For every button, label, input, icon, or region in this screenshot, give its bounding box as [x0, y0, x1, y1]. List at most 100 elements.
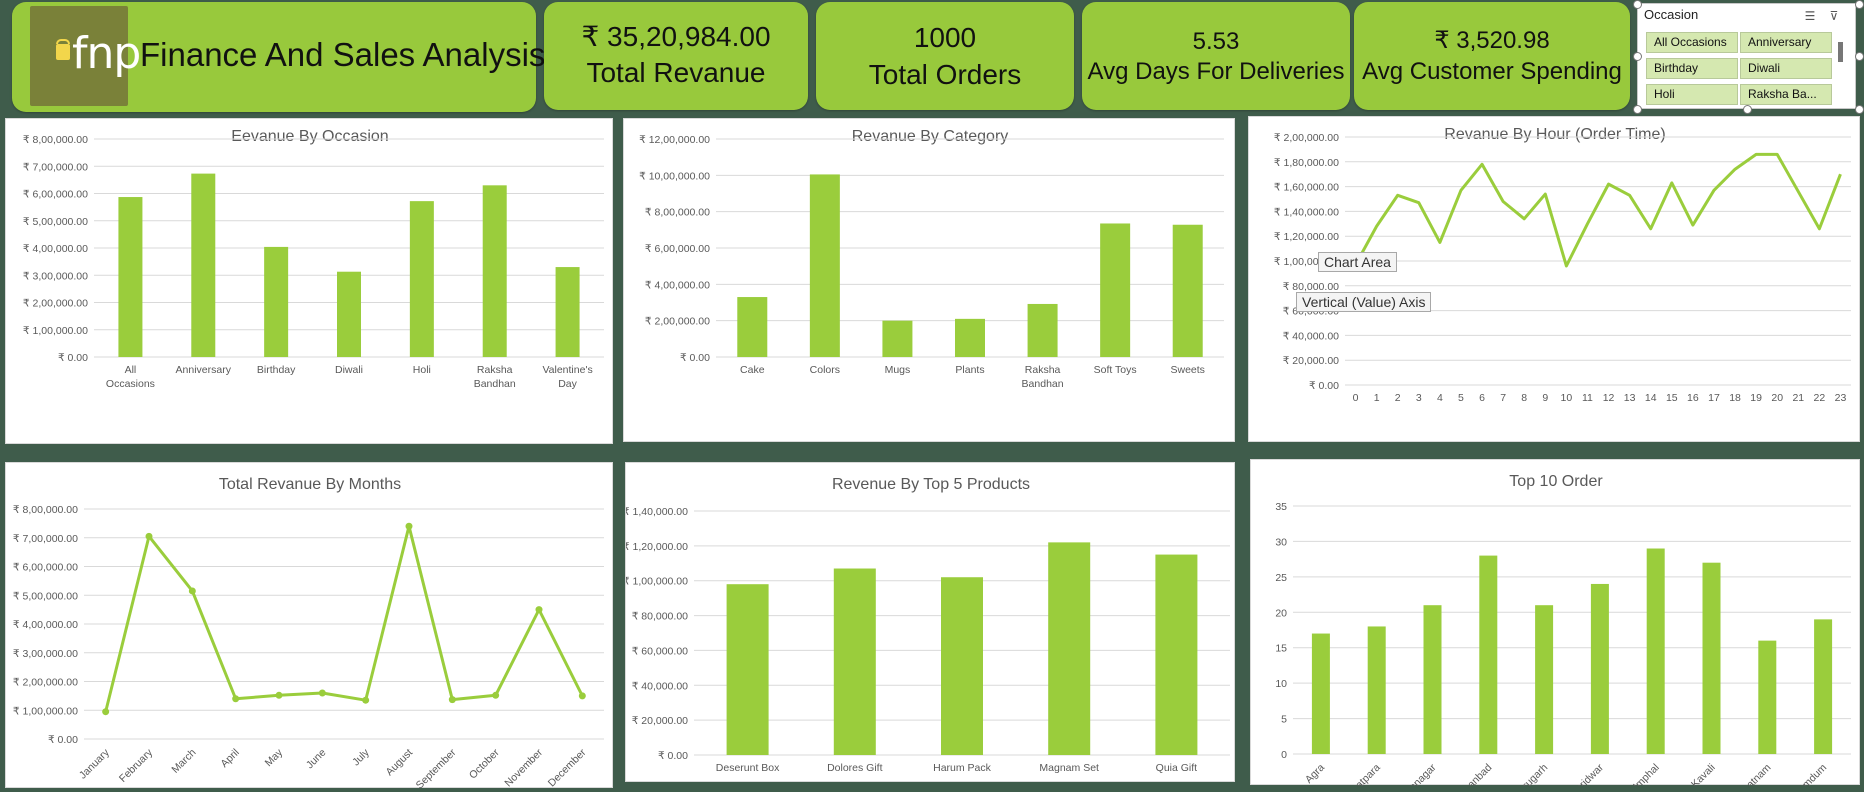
x-tick-label: Valentine's Day	[542, 364, 592, 390]
resize-handle[interactable]	[1855, 0, 1864, 9]
resize-handle[interactable]	[1633, 0, 1642, 9]
slicer-item-birthday[interactable]: Birthday	[1646, 58, 1738, 79]
x-tick-label: Cake	[740, 364, 765, 376]
multiselect-icon[interactable]: ☰	[1804, 9, 1816, 23]
y-tick-label: ₹ 1,00,000.00	[13, 705, 78, 717]
y-tick-label: ₹ 20,000.00	[632, 715, 688, 727]
x-tick-label: 2	[1395, 392, 1401, 404]
bar	[264, 246, 289, 357]
slicer-item-diwali[interactable]: Diwali	[1740, 58, 1832, 79]
chart-title: Revenue By Top 5 Products	[832, 476, 1030, 493]
x-tick-label: 4	[1437, 392, 1443, 404]
bar	[1535, 605, 1554, 754]
x-tick-label: Bhatpara	[1344, 762, 1383, 786]
chart-revenue-by-occasion[interactable]: Eevanue By Occasion ₹ 0.00 ₹ 1,00,000.00 ₹ …	[5, 118, 613, 444]
y-tick-label: 35	[1275, 501, 1287, 513]
series-line	[104, 524, 584, 713]
x-tick-label: All Occasions	[106, 364, 155, 390]
x-tick-label: 6	[1479, 392, 1485, 404]
bar	[191, 173, 216, 357]
resize-handle[interactable]	[1633, 52, 1642, 61]
chart-revenue-by-months[interactable]: Total Revanue By Months ₹ 0.00 ₹ 1,00,000.…	[5, 462, 613, 789]
chart-revenue-by-hour[interactable]: Revanue By Hour (Order Time) ₹ 0.00 ₹ 20,0…	[1248, 116, 1860, 442]
brand-card: fnp Finance And Sales Analysis	[12, 2, 545, 112]
y-tick-label: ₹ 3,00,000.00	[23, 270, 88, 282]
y-tick-label: ₹ 7,00,000.00	[13, 533, 78, 545]
data-point	[102, 708, 110, 716]
resize-handle[interactable]	[1855, 52, 1864, 61]
occasion-slicer[interactable]: Occasion ☰ ⊽ All Occasions Anniversary B…	[1637, 3, 1856, 109]
bar	[737, 297, 768, 357]
slicer-scrollbar[interactable]	[1838, 42, 1843, 62]
x-tick-label: May	[263, 746, 286, 769]
kpi-label: Total Orders	[868, 59, 1022, 90]
y-tick-label: 10	[1275, 678, 1287, 690]
bar	[1155, 554, 1198, 755]
data-point	[492, 691, 500, 699]
y-tick-label: ₹ 0.00	[48, 734, 78, 746]
slicer-item-anniversary[interactable]: Anniversary	[1740, 32, 1832, 53]
y-tick-label: ₹ 7,00,000.00	[23, 161, 88, 173]
y-tick-label: 15	[1275, 643, 1287, 655]
data-point	[448, 696, 456, 704]
chart-svg: Revanue By Hour (Order Time) ₹ 0.00 ₹ 20,0…	[1274, 126, 1851, 404]
y-tick-label: 25	[1275, 572, 1287, 584]
x-tick-label: 3	[1416, 392, 1422, 404]
x-tick-label: Dibrugarh	[1509, 762, 1550, 786]
resize-handle[interactable]	[1633, 105, 1642, 114]
x-tick-label: Sweets	[1170, 364, 1204, 376]
bar	[955, 318, 985, 357]
y-tick-label: ₹ 6,00,000.00	[645, 243, 710, 255]
data-point	[405, 522, 413, 530]
y-tick-label: ₹ 1,00,000.00	[626, 576, 688, 588]
value-axis-tooltip: Vertical (Value) Axis	[1296, 292, 1432, 312]
x-tick-label: July	[350, 746, 372, 768]
x-tick-label: Kavali	[1689, 762, 1718, 786]
bar	[1423, 605, 1442, 754]
kpi-total-revenue: ₹ 35,20,984.00 Total Revanue	[544, 2, 808, 110]
x-tick-label: Quia Gift	[1156, 762, 1198, 774]
x-tick-label: 1	[1374, 392, 1380, 404]
x-tick-label: Raksha Bandhan	[1022, 364, 1064, 390]
chart-revenue-by-category[interactable]: Revanue By Category ₹ 0.00 ₹ 2,00,000.00 ₹ …	[623, 118, 1235, 442]
slicer-item-raksha-bandhan[interactable]: Raksha Ba...	[1740, 84, 1832, 105]
chart-title: Eevanue By Occasion	[231, 128, 388, 145]
y-tick-label: ₹ 5,00,000.00	[23, 216, 88, 228]
clear-filter-icon[interactable]: ⊽	[1829, 9, 1839, 23]
chart-svg: Revenue By Top 5 Products ₹ 0.00 ₹ 20,000.…	[626, 476, 1230, 774]
x-tick-label: Deserunt Box	[716, 762, 780, 774]
kpi-avg-delivery-days: 5.53 Avg Days For Deliveries	[1082, 2, 1350, 110]
chart-svg: Total Revanue By Months ₹ 0.00 ₹ 1,00,000.…	[13, 476, 604, 789]
data-point	[318, 689, 326, 697]
resize-handle[interactable]	[1743, 105, 1752, 114]
y-tick-label: ₹ 8,00,000.00	[645, 207, 710, 219]
y-tick-label: ₹ 1,40,000.00	[1274, 206, 1339, 218]
bar	[1367, 626, 1386, 754]
x-tick-label: 11	[1582, 392, 1593, 404]
x-tick-label: 15	[1666, 392, 1678, 404]
dashboard-title: Finance And Sales Analysis	[140, 36, 546, 73]
data-point	[188, 587, 196, 595]
data-point	[232, 695, 240, 703]
x-tick-label: Magnam Set	[1039, 762, 1099, 774]
x-tick-label: 0	[1353, 392, 1359, 404]
bar	[941, 577, 983, 755]
slicer-item-holi[interactable]: Holi	[1646, 84, 1738, 105]
slicer-item-all-occasions[interactable]: All Occasions	[1646, 32, 1738, 53]
x-tick-label: 5	[1458, 392, 1464, 404]
x-tick-label: December	[546, 746, 589, 789]
x-tick-label: June	[304, 747, 329, 772]
chart-area-tooltip: Chart Area	[1318, 252, 1397, 272]
resize-handle[interactable]	[1855, 105, 1864, 114]
bar	[1172, 224, 1203, 357]
x-tick-label: January	[77, 746, 112, 781]
bar	[1758, 640, 1777, 754]
chart-top-10-order[interactable]: Top 10 Order 0 5 10 15 20 25 30 35 Agra BhatparaBi…	[1250, 459, 1860, 786]
y-tick-label: ₹ 4,00,000.00	[13, 619, 78, 631]
x-tick-label: 14	[1645, 392, 1657, 404]
chart-revenue-top-5-products[interactable]: Revenue By Top 5 Products ₹ 0.00 ₹ 20,000.…	[625, 462, 1235, 782]
bar	[555, 267, 580, 357]
chart-svg: Revanue By Category ₹ 0.00 ₹ 2,00,000.00 ₹ …	[639, 128, 1224, 390]
y-tick-label: ₹ 6,00,000.00	[13, 562, 78, 574]
y-tick-label: ₹ 60,000.00	[632, 645, 688, 657]
